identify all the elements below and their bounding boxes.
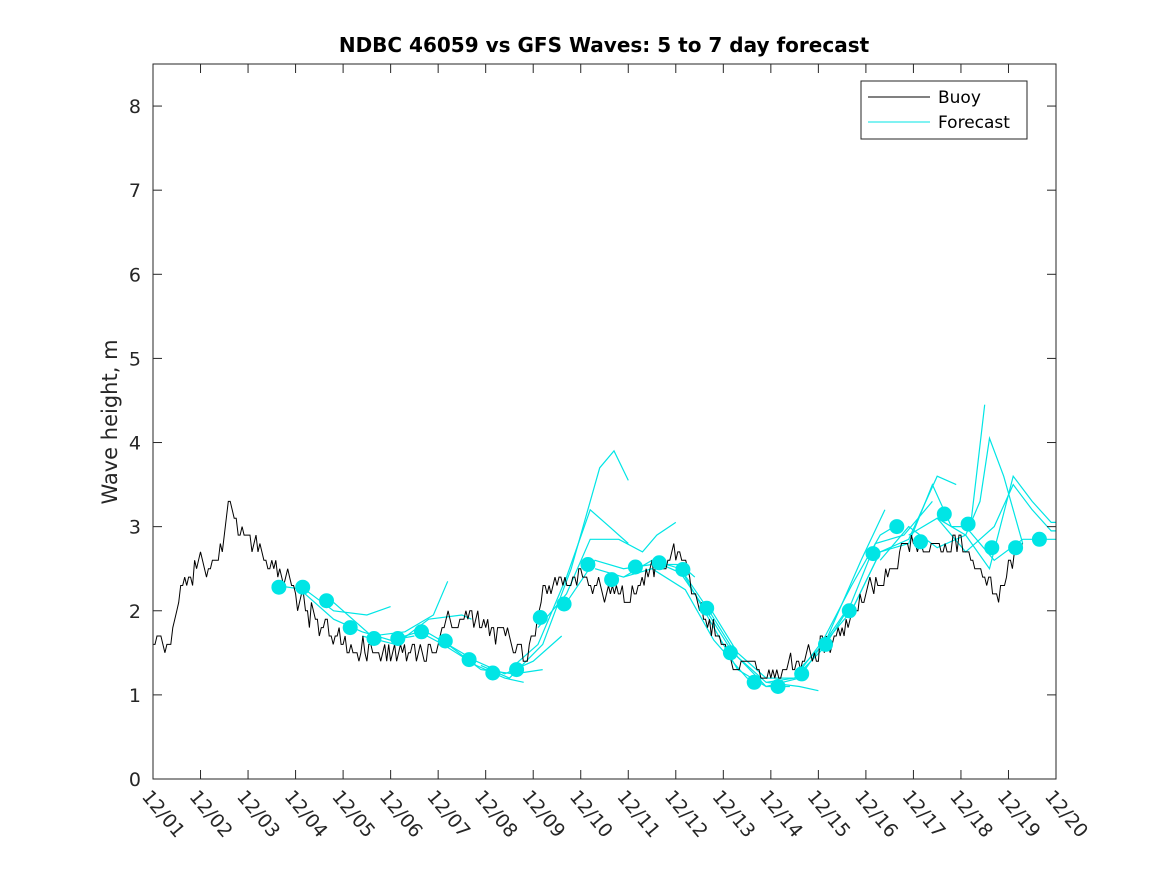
forecast-marker [295, 579, 311, 595]
y-tick-label: 3 [129, 517, 141, 539]
y-tick-label: 5 [129, 348, 141, 370]
plot-frame [152, 63, 1057, 780]
forecast-run-line [936, 474, 1056, 571]
forecast-marker [746, 674, 762, 690]
forecast-marker [889, 519, 905, 535]
forecast-marker [437, 633, 453, 649]
y-tick-label: 4 [129, 433, 141, 455]
y-tick-label: 1 [129, 685, 141, 707]
forecast-markers [271, 506, 1047, 694]
forecast-marker [271, 579, 287, 595]
buoy-series [153, 500, 1023, 679]
forecast-marker [556, 596, 572, 612]
forecast-marker [936, 506, 952, 522]
y-tick-label: 2 [129, 601, 141, 623]
y-tick-label: 6 [129, 264, 141, 286]
forecast-marker [960, 516, 976, 532]
y-tick-label: 8 [129, 96, 141, 118]
legend-label-forecast: Forecast [938, 113, 1010, 133]
forecast-marker [485, 665, 501, 681]
forecast-marker [461, 652, 477, 668]
plot-area [153, 64, 1056, 779]
forecast-marker [342, 620, 358, 636]
forecast-run-line [509, 508, 629, 671]
y-tick-label: 0 [129, 769, 141, 791]
forecast-run-line [794, 501, 933, 675]
y-axis-label: Wave height, m [98, 339, 122, 504]
forecast-marker [818, 636, 833, 652]
forecast-run-line [333, 581, 449, 637]
forecast-run-line [537, 521, 677, 628]
forecast-marker [319, 593, 334, 609]
forecast-marker [865, 546, 881, 562]
forecast-run-line [480, 449, 629, 679]
forecast-marker [651, 555, 667, 571]
y-axis: 0 1 2 3 4 5 6 7 8 [129, 96, 1056, 791]
forecast-marker [532, 610, 548, 625]
legend: Buoy Forecast [860, 80, 1028, 140]
forecast-run-line [879, 435, 1024, 561]
forecast-marker [794, 666, 810, 682]
forecast-marker [913, 534, 928, 550]
chart-title: NDBC 46059 vs GFS Waves: 5 to 7 day fore… [339, 33, 870, 57]
forecast-marker [414, 624, 429, 640]
forecast-marker [390, 631, 406, 646]
forecast-marker [675, 562, 691, 577]
legend-box [860, 80, 1028, 140]
y-tick-label: 7 [129, 180, 141, 202]
forecast-marker [1008, 540, 1024, 556]
forecast-marker [604, 572, 620, 588]
forecast-marker [770, 679, 786, 694]
forecast-marker [1031, 531, 1047, 547]
forecast-marker [699, 600, 715, 616]
forecast-marker [984, 540, 1000, 556]
forecast-run-line [908, 483, 1056, 553]
forecast-marker [509, 662, 525, 678]
forecast-run-line [766, 526, 895, 683]
legend-label-buoy: Buoy [938, 88, 981, 108]
buoy-line [153, 500, 1023, 679]
forecast-marker [841, 603, 857, 619]
forecast-marker [627, 559, 643, 575]
forecast-marker [722, 645, 738, 661]
forecast-marker [366, 631, 382, 646]
forecast-marker [580, 557, 596, 572]
